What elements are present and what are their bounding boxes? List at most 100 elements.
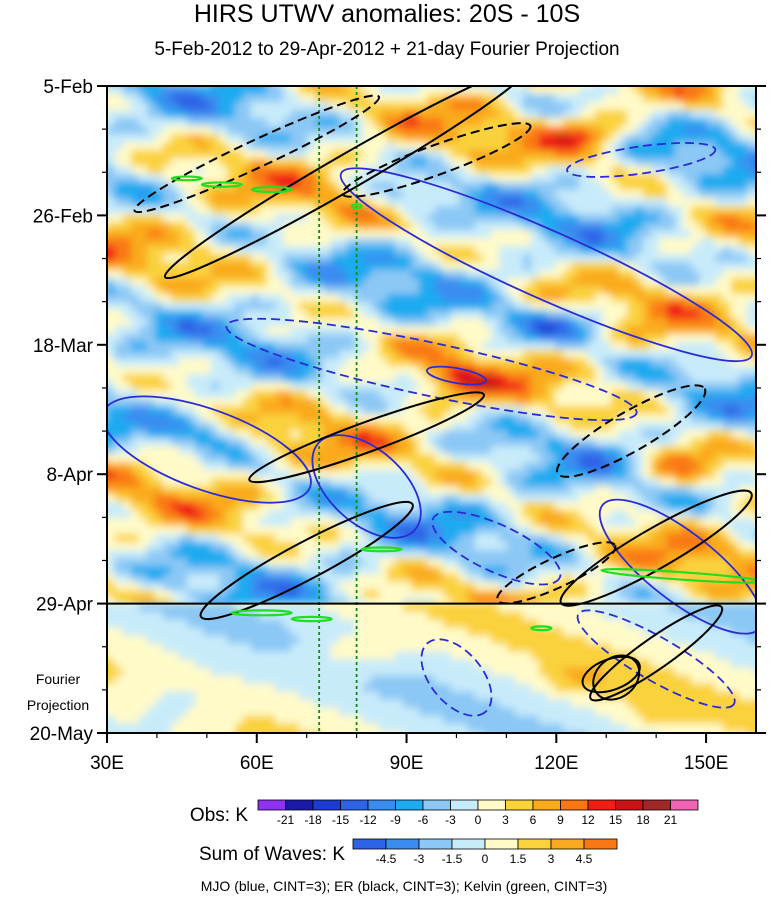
obs-bar-level-8: 3: [502, 813, 509, 827]
obs-bar-level-12: 15: [609, 813, 623, 827]
obs-bar-level-5: -6: [418, 813, 429, 827]
obs-bar-level-13: 18: [636, 813, 650, 827]
obs-bar-level-9: 6: [530, 813, 537, 827]
er-contour-8: [589, 604, 724, 702]
projection-label-line2: Projection: [27, 697, 89, 713]
x-tick-label-1: 60E: [240, 753, 274, 774]
obs-bar-swatch-3: [340, 799, 369, 811]
projection-anomaly-field: [107, 603, 756, 733]
y-tick-label-2: 18-Mar: [33, 336, 94, 357]
obs-bar-swatch-1: [285, 799, 314, 811]
waves-bar-swatch-1: [385, 838, 420, 850]
x-tick-label-2: 90E: [390, 753, 424, 774]
mjo-contour-2: [225, 317, 638, 422]
axes: 5-Feb 26-Feb 18-Mar 8-Apr 29-Apr 20-May 30E 60E…: [30, 77, 766, 774]
kelvin-contours: [170, 175, 756, 632]
y-tick-label-1: 26-Feb: [33, 206, 93, 227]
contour-legend-note: MJO (blue, CINT=3); ER (black, CINT=3); …: [201, 878, 608, 894]
obs-colorbar-label: Obs: K: [190, 805, 248, 826]
obs-bar-swatch-15: [670, 799, 699, 811]
er-contour-2: [341, 122, 532, 198]
kelvin-contour-8: [530, 625, 553, 632]
obs-bar-level-7: 0: [475, 813, 482, 827]
x-tick-label-4: 150E: [684, 753, 728, 774]
mjo-contour-5: [311, 434, 422, 539]
obs-bar-level-6: -3: [445, 813, 456, 827]
obs-bar-swatch-13: [615, 799, 644, 811]
obs-bar-swatch-7: [450, 799, 479, 811]
x-tick-label-3: 120E: [534, 753, 578, 774]
waves-bar-level-1: -3: [414, 852, 425, 866]
er-contour-4: [248, 391, 485, 484]
y-tick-label-3: 8-Apr: [47, 465, 94, 486]
obs-bar-swatch-6: [422, 799, 451, 811]
mjo-contour-7: [431, 510, 562, 586]
waves-bar-level-0: -4.5: [376, 852, 397, 866]
waves-bar-level-6: 4.5: [576, 852, 593, 866]
y-tick-label-0: 5-Feb: [43, 77, 93, 98]
er-contour-0: [163, 86, 530, 280]
obs-bar-level-14: 21: [664, 813, 678, 827]
mjo-contour-6: [598, 498, 756, 635]
waves-bar-swatch-3: [451, 838, 486, 850]
waves-bar-swatch-7: [583, 838, 618, 850]
x-tick-label-0: 30E: [90, 753, 124, 774]
kelvin-contour-5: [600, 568, 756, 584]
kelvin-contour-2: [250, 185, 293, 194]
obs-bar-swatch-11: [560, 799, 589, 811]
kelvin-contour-1: [200, 181, 243, 188]
waves-bar-swatch-5: [517, 838, 552, 850]
waves-bar-level-2: -1.5: [442, 852, 463, 866]
obs-bar-level-3: -12: [359, 813, 377, 827]
waves-bar-level-5: 3: [548, 852, 555, 866]
obs-bar-swatch-2: [312, 799, 341, 811]
er-contour-5: [496, 541, 617, 605]
mjo-contours: [107, 142, 756, 717]
obs-bar-swatch-5: [395, 799, 424, 811]
mjo-contour-4: [107, 395, 312, 504]
waves-colorbar: Sum of Waves: K -4.5 -3 -1.5 0 1.5 3 4.5: [199, 838, 618, 866]
er-contour-7: [199, 500, 414, 621]
obs-bar-level-2: -15: [332, 813, 350, 827]
obs-bar-swatch-0: [257, 799, 286, 811]
obs-colorbar: Obs: K -21 -18 -15 -12 -9 -6 -3 0 3 6 9 12 15 18 21: [190, 799, 699, 827]
waves-bar-swatch-0: [352, 838, 387, 850]
waves-colorbar-label: Sum of Waves: K: [199, 844, 345, 865]
waves-bar-level-3: 0: [482, 852, 489, 866]
waves-bar-swatch-2: [418, 838, 453, 850]
waves-bar-swatch-6: [550, 838, 585, 850]
kelvin-contour-0: [170, 175, 203, 182]
mjo-contour-0: [566, 142, 717, 178]
kelvin-contour-3: [350, 203, 363, 210]
obs-bar-swatch-8: [477, 799, 506, 811]
mjo-contour-3: [426, 365, 487, 386]
obs-bar-swatch-10: [532, 799, 561, 811]
obs-bar-level-0: -21: [277, 813, 295, 827]
plot-area: [106, 85, 757, 734]
er-contour-1: [133, 94, 381, 214]
y-tick-label-4: 29-Apr: [36, 595, 94, 616]
obs-bar-level-10: 9: [557, 813, 564, 827]
y-tick-label-5: 20-May: [30, 724, 94, 745]
er-contour-10: [592, 654, 641, 701]
chart-subtitle: 5-Feb-2012 to 29-Apr-2012 + 21-day Fouri…: [154, 39, 620, 60]
kelvin-contour-6: [230, 609, 293, 617]
mjo-contour-8: [420, 638, 493, 717]
plot-frame: [106, 85, 757, 734]
kelvin-contour-4: [360, 546, 403, 553]
projection-label-line1: Fourier: [36, 671, 81, 687]
obs-bar-swatch-14: [642, 799, 671, 811]
obs-bar-level-1: -18: [304, 813, 322, 827]
obs-bar-swatch-12: [587, 799, 616, 811]
waves-bar-swatch-4: [484, 838, 519, 850]
kelvin-contour-7: [290, 615, 333, 623]
waves-bar-level-4: 1.5: [510, 852, 527, 866]
obs-bar-level-11: 12: [581, 813, 595, 827]
mjo-contour-1: [339, 167, 753, 363]
obs-bar-swatch-4: [367, 799, 396, 811]
mjo-contour-9: [576, 609, 736, 709]
obs-bar-level-4: -9: [390, 813, 401, 827]
obs-bar-swatch-9: [505, 799, 534, 811]
obs-anomaly-field: [107, 86, 756, 604]
